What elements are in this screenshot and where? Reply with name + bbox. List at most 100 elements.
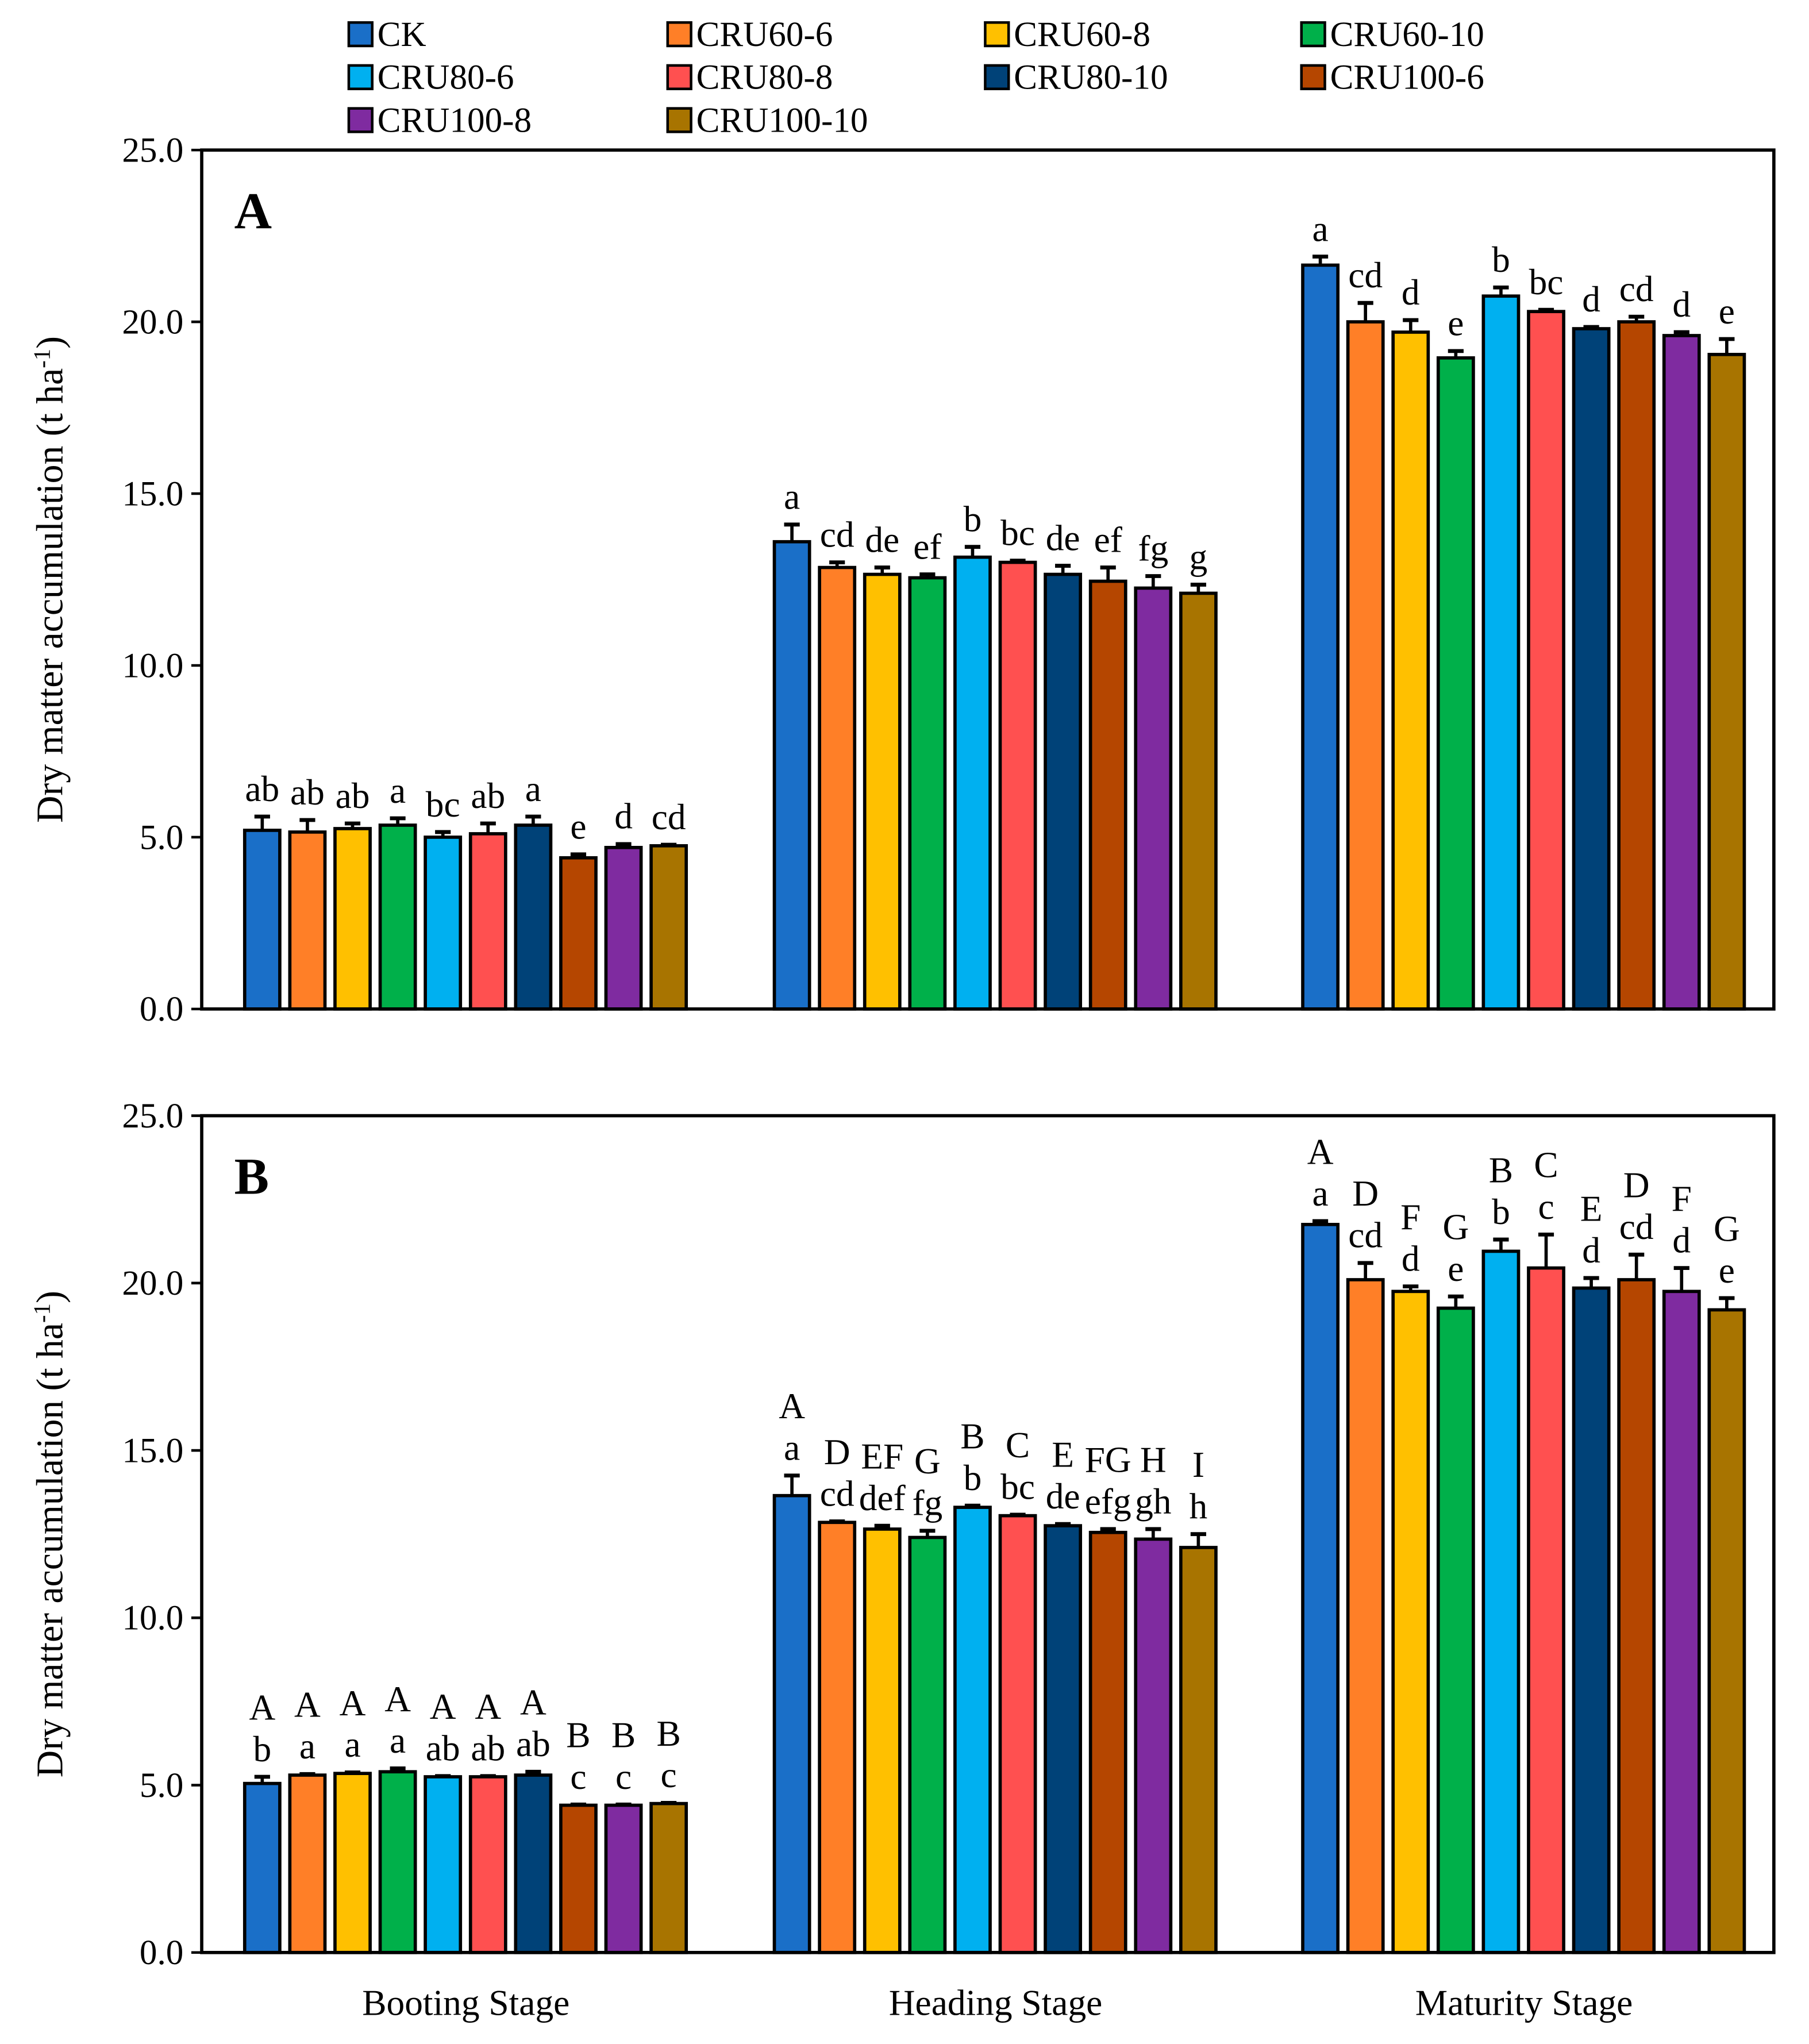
y-tick-label: 25.0	[122, 1097, 183, 1135]
legend-swatch	[984, 64, 1010, 90]
bar-CRU60-10	[378, 823, 417, 1011]
significance-letter-upper: EF	[861, 1435, 903, 1476]
significance-letter-upper: A	[249, 1687, 275, 1727]
bar-CRU60-8	[333, 827, 372, 1011]
bar-CRU60-8	[333, 1772, 372, 1954]
bar-CRU80-10	[1044, 572, 1083, 1011]
panels: 0.0 5.0 10.0 15.0 20.0 25.0 Dry matter accumul…	[29, 132, 1776, 2023]
significance-letter: a	[390, 1720, 406, 1761]
bar-CRU60-10	[908, 576, 947, 1011]
significance-letter: ab	[471, 775, 505, 816]
bar-CRU60-6	[818, 565, 857, 1011]
bar-CRU100-6	[1617, 1278, 1656, 1954]
legend-swatch	[1300, 64, 1326, 90]
significance-letter: fg	[912, 1483, 942, 1523]
significance-letter-upper: A	[294, 1684, 321, 1725]
bar-CRU60-8	[863, 572, 902, 1011]
significance-letter-upper: B	[1489, 1149, 1513, 1190]
significance-letter: d	[1672, 1219, 1691, 1260]
panel-B: 0.0 5.0 10.0 15.0 20.0 25.0 Dry matter accumul…	[29, 1097, 1776, 1972]
significance-letter: cd	[1348, 255, 1383, 295]
plot-frame	[200, 1114, 1776, 1954]
bar-CK	[243, 829, 282, 1011]
significance-letter: ef	[913, 526, 942, 567]
significance-letter: d	[614, 796, 633, 837]
significance-letter-upper: B	[566, 1715, 590, 1756]
legend-swatch	[666, 21, 692, 48]
significance-letter: cd	[652, 796, 686, 837]
bar-CRU100-6	[1088, 1530, 1127, 1954]
plot-frame	[200, 148, 1776, 1011]
bar-CRU80-6	[953, 1506, 992, 1954]
significance-letter: d	[1672, 284, 1691, 325]
significance-letter-upper: D	[1352, 1173, 1379, 1214]
significance-letter-upper: FG	[1085, 1439, 1131, 1480]
bar-CRU80-8	[468, 832, 507, 1011]
significance-letter: a	[784, 476, 800, 517]
significance-letter: b	[1492, 239, 1510, 280]
significance-letter: d	[1402, 1238, 1420, 1279]
bar-CRU60-10	[908, 1535, 947, 1954]
y-tick-label: 20.0	[122, 1264, 183, 1303]
legend-swatch	[1300, 21, 1326, 48]
significance-letter-upper: F	[1400, 1196, 1421, 1237]
significance-letter: a	[1313, 208, 1329, 249]
significance-letter: de	[865, 519, 899, 560]
bar-CRU80-8	[1527, 310, 1565, 1011]
bar-CRU80-10	[1572, 327, 1611, 1011]
significance-letter: b	[964, 1457, 982, 1498]
significance-letter-upper: B	[611, 1715, 636, 1756]
y-tick-label: 0.0	[140, 1934, 183, 1972]
significance-letter-upper: D	[1623, 1165, 1650, 1206]
bar-CRU60-6	[818, 1521, 857, 1954]
bar-CRU80-6	[1481, 1249, 1521, 1954]
bar-CRU60-10	[1436, 1306, 1475, 1954]
legend: CK CRU60-6 CRU60-8 CRU60-10 CRU80-6 CRU80-8 CR…	[347, 16, 1484, 140]
bar-CRU100-10	[1707, 353, 1746, 1011]
significance-letter: bc	[426, 784, 460, 825]
bar-CRU80-8	[1527, 1266, 1565, 1954]
significance-letter: ab	[336, 775, 370, 816]
significance-letter: ab	[290, 772, 325, 813]
bar-CRU80-6	[424, 1775, 463, 1954]
significance-letter-upper: A	[779, 1385, 805, 1426]
y-tick-label: 0.0	[140, 990, 183, 1029]
significance-letter: a	[784, 1427, 800, 1468]
significance-letter: gh	[1135, 1481, 1171, 1522]
significance-letter: c	[661, 1754, 677, 1795]
significance-letter-upper: A	[384, 1679, 411, 1719]
bar-CK	[1301, 1223, 1340, 1954]
significance-letter: c	[570, 1756, 586, 1797]
significance-letter: e	[1719, 1250, 1735, 1291]
bar-CRU100-6	[1617, 320, 1656, 1011]
significance-letter: e	[1719, 291, 1735, 332]
legend-label: CRU100-10	[696, 101, 868, 140]
y-tick-label: 25.0	[122, 132, 183, 170]
significance-letter: ab	[245, 768, 279, 809]
significance-letter: bc	[1529, 261, 1564, 302]
legend-swatch	[666, 64, 692, 90]
significance-letter: ab	[516, 1723, 551, 1764]
significance-letter-upper: A	[520, 1682, 546, 1723]
significance-letter-upper: G	[1442, 1206, 1469, 1247]
legend-swatch	[347, 64, 374, 90]
significance-letter: ab	[426, 1728, 460, 1769]
legend-label: CRU80-10	[1014, 59, 1168, 97]
legend-label: CRU60-10	[1330, 16, 1484, 54]
bar-CRU100-10	[649, 844, 688, 1011]
significance-letter: a	[299, 1726, 315, 1766]
significance-letter-upper: I	[1192, 1444, 1204, 1485]
bar-CRU60-6	[1346, 1278, 1385, 1954]
significance-letter: de	[1046, 517, 1080, 558]
significance-letter-upper: H	[1140, 1439, 1167, 1480]
significance-letter-upper: A	[1307, 1131, 1334, 1172]
y-tick-label: 15.0	[122, 475, 183, 513]
bar-CRU60-8	[1391, 330, 1430, 1011]
panel-label: B	[234, 1147, 269, 1205]
bar-CRU100-6	[559, 1803, 598, 1954]
significance-letter-upper: E	[1580, 1188, 1603, 1229]
y-axis-label: Dry matter accumulation (t ha-1)	[29, 336, 71, 823]
panel-A: 0.0 5.0 10.0 15.0 20.0 25.0 Dry matter accumul…	[29, 132, 1776, 1029]
significance-letter: d	[1402, 272, 1420, 313]
